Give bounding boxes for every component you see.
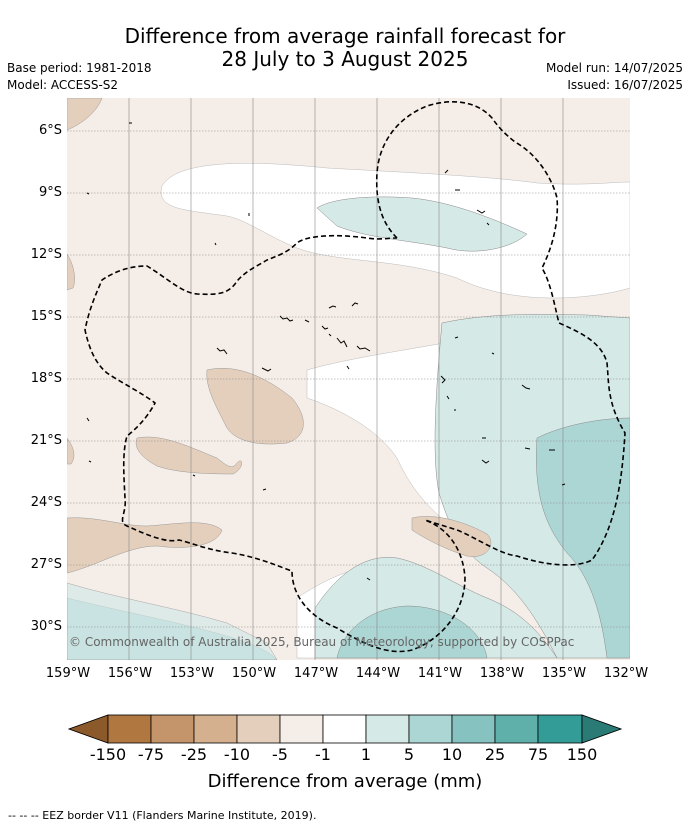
- colorbar-title: Difference from average (mm): [207, 771, 483, 792]
- colorbar-extend-high: [581, 714, 622, 744]
- title-line-1: Difference from average rainfall forecas…: [124, 24, 566, 48]
- colorbar-label: 10: [441, 745, 463, 764]
- region-wetter-sw-edge: [67, 582, 278, 660]
- lon-tick-141w: 141°W: [417, 666, 463, 681]
- base-period: Base period: 1981-2018: [7, 61, 152, 75]
- lat-tick-18s: 18°S: [30, 371, 62, 386]
- colorbar-swatch: [150, 714, 195, 744]
- region-drier-west: [135, 436, 242, 475]
- region-drier-nw-corner: [67, 98, 103, 131]
- colorbar-swatch: [494, 714, 539, 744]
- lat-tick-9s: 9°S: [38, 185, 62, 200]
- colorbar-label: -150: [89, 745, 127, 764]
- colorbar-extend-low: [68, 714, 109, 744]
- lon-tick-156w: 156°W: [107, 666, 153, 681]
- colorbar-label: -1: [315, 745, 331, 764]
- eez-borders: [84, 100, 626, 653]
- colorbar-swatch: [236, 714, 281, 744]
- region-drier-west-edge: [67, 253, 75, 291]
- colorbar-label: 1: [360, 745, 372, 764]
- lat-tick-15s: 15°S: [30, 309, 62, 324]
- colorbar-label: 5: [403, 745, 415, 764]
- colorbar-swatch: [193, 714, 238, 744]
- lon-tick-147w: 147°W: [293, 666, 339, 681]
- copyright-text: © Commonwealth of Australia 2025, Bureau…: [69, 635, 574, 649]
- colorbar-swatch: [365, 714, 410, 744]
- colorbar-label: -75: [137, 745, 165, 764]
- lon-tick-138w: 138°W: [479, 666, 525, 681]
- model-run: Model run: 14/07/2025: [545, 61, 683, 75]
- colorbar-label: -10: [223, 745, 251, 764]
- region-wetter-north: [316, 196, 528, 252]
- colorbar: [68, 714, 622, 744]
- islands: [86, 122, 566, 581]
- region-much-wetter-east: [536, 417, 630, 659]
- colorbar-swatch: [408, 714, 453, 744]
- lat-tick-6s: 6°S: [38, 123, 62, 138]
- colorbar-label: 25: [484, 745, 506, 764]
- region-drier-southwest: [67, 517, 223, 574]
- colorbar-label: -25: [180, 745, 208, 764]
- issued-date: Issued: 16/07/2025: [567, 78, 683, 92]
- lon-tick-132w: 132°W: [603, 666, 649, 681]
- lat-tick-21s: 21°S: [30, 433, 62, 448]
- lat-tick-27s: 27°S: [30, 557, 62, 572]
- eez-legend-note: -- -- -- EEZ border V11 (Flanders Marine…: [8, 809, 317, 822]
- lat-tick-30s: 30°S: [30, 619, 62, 634]
- region-drier-west-edge-2: [67, 437, 75, 465]
- lat-tick-24s: 24°S: [30, 495, 62, 510]
- lon-tick-150w: 150°W: [231, 666, 277, 681]
- title-line-2: 28 July to 3 August 2025: [221, 47, 469, 71]
- colorbar-swatch: [537, 714, 583, 744]
- lat-tick-12s: 12°S: [30, 247, 62, 262]
- colorbar-label: 150: [566, 745, 598, 764]
- colorbar-swatch: [107, 714, 152, 744]
- lon-tick-159w: 159°W: [45, 666, 91, 681]
- colorbar-swatch: [279, 714, 324, 744]
- lon-tick-153w: 153°W: [169, 666, 215, 681]
- colorbar-label: 75: [527, 745, 549, 764]
- region-wetter-east: [434, 314, 630, 659]
- colorbar-label: -5: [272, 745, 288, 764]
- model-name: Model: ACCESS-S2: [7, 78, 119, 92]
- rainfall-map: © Commonwealth of Australia 2025, Bureau…: [67, 98, 630, 660]
- colorbar-swatch: [451, 714, 496, 744]
- lon-tick-135w: 135°W: [541, 666, 587, 681]
- lon-tick-144w: 144°W: [355, 666, 401, 681]
- colorbar-swatch: [322, 714, 367, 744]
- region-drier-southeast: [411, 516, 492, 557]
